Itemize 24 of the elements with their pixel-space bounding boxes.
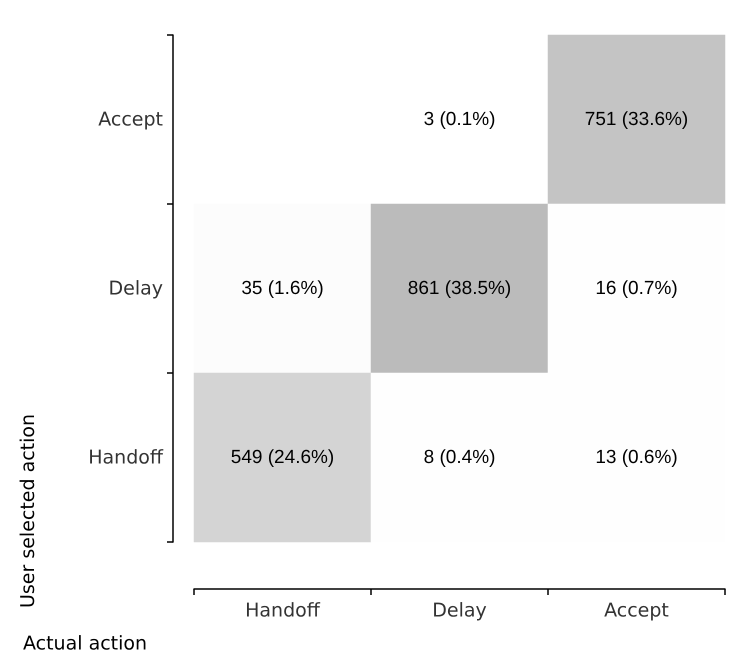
x-axis-title: Actual action (23, 632, 148, 654)
y-tick-label: Delay (108, 278, 163, 300)
data-label: 13 (595, 447, 616, 468)
annotation: (0.7%) (622, 278, 678, 299)
annotation: (24.6%) (268, 447, 334, 468)
x-tick-label: Accept (604, 600, 669, 622)
x-tick-label: Handoff (245, 600, 321, 622)
data-label: 8 (424, 447, 434, 468)
annotation: (0.1%) (439, 109, 496, 130)
data-label: 549 (230, 447, 262, 468)
data-label: 3 (424, 109, 434, 130)
data-label: 861 (408, 278, 440, 299)
data-label: 35 (241, 278, 262, 299)
x-tick-label: Delay (432, 600, 487, 622)
annotation: (1.6%) (268, 278, 324, 299)
y-tick-label: Accept (98, 108, 163, 130)
annotation: (33.6%) (622, 109, 688, 130)
data-label: 751 (584, 109, 616, 130)
annotation: (0.4%) (439, 447, 496, 468)
data-label: 16 (595, 278, 616, 299)
annotation: (0.6%) (622, 447, 678, 468)
y-axis-title: User selected action (17, 414, 39, 608)
annotation: (38.5%) (444, 278, 512, 299)
y-tick-label: Handoff (88, 446, 164, 468)
